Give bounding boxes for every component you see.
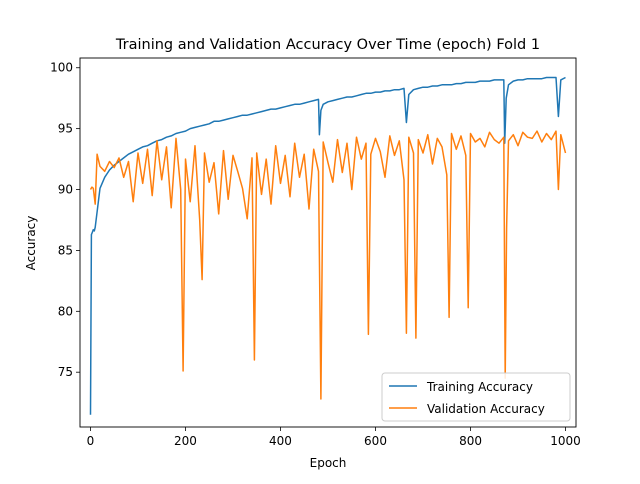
validation-accuracy-line — [89, 130, 567, 400]
chart-title: Training and Validation Accuracy Over Ti… — [115, 37, 540, 53]
y-tick-label: 95 — [58, 122, 73, 136]
y-tick-label: 100 — [50, 61, 73, 75]
x-tick-label: 200 — [174, 434, 197, 448]
x-tick-label: 800 — [459, 434, 482, 448]
y-tick-label: 90 — [58, 183, 73, 197]
x-tick-label: 400 — [269, 434, 292, 448]
y-tick-label: 75 — [58, 365, 73, 379]
y-axis-label: Accuracy — [24, 216, 38, 271]
plot-frame — [79, 57, 577, 428]
legend-label-validation: Validation Accuracy — [427, 402, 545, 416]
legend-box — [381, 372, 571, 422]
y-tick-label: 85 — [58, 243, 73, 257]
training-accuracy-line — [89, 76, 566, 415]
series-layer — [89, 76, 567, 415]
x-tick-label: 600 — [364, 434, 387, 448]
legend: Training Accuracy Validation Accuracy — [381, 372, 571, 422]
ticks-layer: 0 200 400 600 800 1000 75 80 85 90 95 100 — [50, 61, 581, 448]
y-tick-label: 80 — [58, 304, 73, 318]
x-tick-label: 1000 — [550, 434, 581, 448]
x-axis-label: Epoch — [310, 456, 347, 470]
x-tick-label: 0 — [87, 434, 95, 448]
legend-label-training: Training Accuracy — [426, 380, 533, 394]
